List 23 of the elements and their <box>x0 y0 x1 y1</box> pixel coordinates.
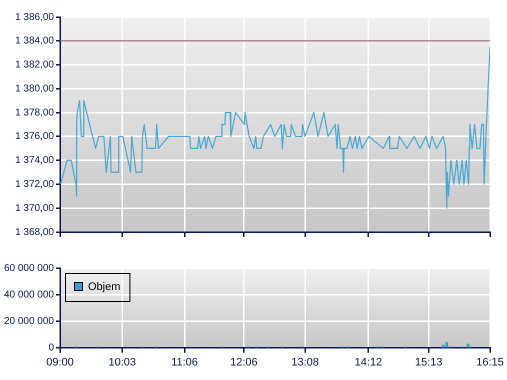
y-tick-label: 1 382,00 <box>15 60 54 71</box>
x-tick-label: 13:08 <box>291 356 319 368</box>
y-tick-label: 1 380,00 <box>15 83 54 94</box>
x-tick-label: 12:06 <box>230 356 258 368</box>
y-tick-label: 1 368,00 <box>15 226 54 238</box>
y-tick-label: 0 <box>48 342 54 354</box>
y-tick-label: 1 370,00 <box>15 202 54 214</box>
y-tick-label: 1 374,00 <box>15 155 54 166</box>
y-tick-label: 40 000 000 <box>4 289 54 300</box>
x-tick-label: 16:15 <box>476 356 504 368</box>
x-tick-label: 14:12 <box>354 356 382 368</box>
x-tick-label: 11:06 <box>171 356 198 368</box>
y-tick-label: 60 000 000 <box>4 262 54 274</box>
y-tick-label: 1 372,00 <box>15 178 54 190</box>
legend-label: Objem <box>88 281 120 294</box>
y-tick-label: 1 384,00 <box>15 36 54 47</box>
y-tick-label: 1 378,00 <box>15 107 54 118</box>
y-tick-label: 1 386,00 <box>15 12 54 23</box>
x-tick-label: 15:13 <box>414 356 442 368</box>
y-tick-label: 20 000 000 <box>4 316 54 327</box>
x-tick-label: 09:00 <box>46 356 74 368</box>
x-tick-label: 10:03 <box>108 356 136 368</box>
y-tick-label: 1 376,00 <box>15 131 54 142</box>
